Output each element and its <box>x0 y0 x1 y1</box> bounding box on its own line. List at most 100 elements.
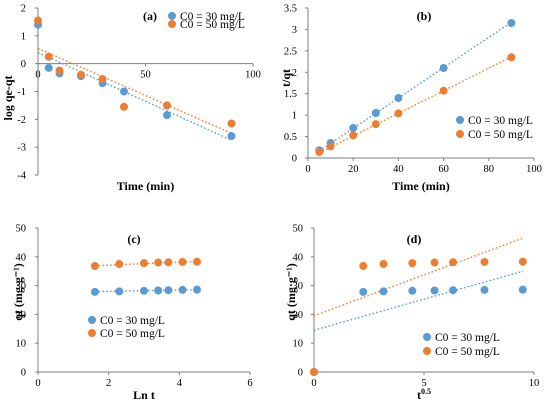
legend-entry: C0 = 30 mg/L <box>435 332 500 344</box>
data-point <box>193 285 201 294</box>
legend-marker <box>456 116 464 124</box>
data-point <box>193 257 201 266</box>
data-point <box>178 257 187 266</box>
x-axis-label: Ln t <box>133 388 155 402</box>
data-point <box>90 287 99 296</box>
data-point <box>115 260 124 268</box>
data-point <box>178 285 187 294</box>
x-tick-label: 0 <box>311 378 316 389</box>
panel-label: (a) <box>143 9 157 23</box>
data-point <box>480 257 489 266</box>
data-point <box>449 258 458 267</box>
y-axis-label: log qe-qt <box>1 75 15 120</box>
y-tick-label: 10 <box>293 339 304 350</box>
data-point <box>408 259 417 268</box>
x-tick-label: 80 <box>484 164 495 175</box>
legend-entry: C0 = 50 mg/L <box>180 19 245 31</box>
y-tick-label: 40 <box>293 252 304 263</box>
legend-entry: C0 = 50 mg/L <box>435 346 500 358</box>
x-tick-label: 10 <box>529 378 540 389</box>
x-tick-label: 100 <box>245 70 261 81</box>
chart-panel-1: -4 -3 -2 -1 0 1 2 0 50 100 Time (min) log qe-qt (a) C… <box>1 4 261 194</box>
data-point <box>408 286 417 295</box>
data-point <box>44 52 53 61</box>
y-tick-label: 2 <box>292 68 297 79</box>
data-point <box>115 287 124 296</box>
y-axis-label: t/qt <box>279 69 293 87</box>
y-tick-label: 2 <box>21 4 26 15</box>
y-tick-label: 1 <box>292 111 297 122</box>
chart-panel-3: 0 10 20 30 40 50 0 2 4 6 Ln t qt (mg·g⁻¹) (c) C0 = 30… <box>11 224 253 403</box>
x-tick-label: 5 <box>421 378 426 389</box>
x-axis-label-superscript: 0.5 <box>421 387 431 396</box>
y-tick-label: 2.5 <box>284 46 297 57</box>
y-tick-label: 40 <box>16 252 27 263</box>
data-point <box>140 286 148 295</box>
y-tick-label: 0 <box>21 59 26 70</box>
trendline-series-1 <box>313 270 524 331</box>
panel-label: (d) <box>407 232 422 246</box>
x-tick-label: 2 <box>106 378 111 389</box>
panel-label: (b) <box>417 9 432 23</box>
legend-entry: C0 = 50 mg/L <box>468 129 533 141</box>
y-tick-label: 1 <box>21 31 26 42</box>
y-tick-label: 20 <box>293 310 304 321</box>
data-point <box>34 16 42 25</box>
y-tick-label: 1.5 <box>284 89 297 100</box>
data-point <box>315 148 324 156</box>
x-tick-label: 60 <box>438 164 449 175</box>
data-point <box>379 260 388 268</box>
data-point <box>164 286 173 295</box>
data-point <box>154 258 163 267</box>
data-point <box>163 101 171 110</box>
legend-marker <box>88 316 96 324</box>
x-tick-label: 6 <box>247 378 252 389</box>
data-point <box>55 66 64 75</box>
y-tick-label: 10 <box>16 339 27 350</box>
y-tick-label: 0 <box>21 368 26 379</box>
data-point <box>439 86 448 95</box>
legend-entry: C0 = 30 mg/L <box>100 315 165 327</box>
data-point <box>430 286 439 295</box>
data-point <box>371 109 380 117</box>
y-tick-label: 0.5 <box>284 132 297 143</box>
y-tick-label: 3.5 <box>284 4 297 15</box>
x-tick-label: 50 <box>140 70 151 81</box>
data-point <box>439 64 448 72</box>
data-point <box>394 94 403 102</box>
legend-marker <box>423 347 431 355</box>
y-tick-label: 30 <box>293 281 304 292</box>
data-point <box>449 286 458 295</box>
x-tick-label: 40 <box>393 164 404 175</box>
y-axis-label: qt (mg·g⁻¹) <box>11 263 25 321</box>
y-tick-label: 50 <box>16 224 27 235</box>
data-point <box>77 70 85 79</box>
y-tick-label: 30 <box>16 281 27 292</box>
data-point <box>98 74 107 83</box>
data-point <box>394 109 403 118</box>
y-tick-label: 3 <box>292 25 297 36</box>
data-point <box>359 262 368 271</box>
data-point <box>90 262 99 271</box>
x-tick-label: 4 <box>177 378 183 389</box>
x-tick-label: 20 <box>348 164 359 175</box>
x-tick-label: 0 <box>305 164 310 175</box>
data-point <box>326 142 335 151</box>
data-point <box>227 132 236 141</box>
data-point <box>349 131 358 140</box>
trendline-series-1 <box>37 51 232 141</box>
legend-entry: C0 = 50 mg/L <box>100 328 165 340</box>
data-point <box>140 259 148 268</box>
data-point <box>507 19 516 27</box>
y-axis-label: qt (mg·g⁻¹) <box>284 263 298 321</box>
data-point <box>518 285 527 294</box>
x-tick-label: 0 <box>35 70 40 81</box>
y-tick-label: -1 <box>17 87 26 98</box>
y-tick-label: 0 <box>292 154 297 165</box>
legend-marker <box>88 329 96 337</box>
data-point <box>120 102 128 111</box>
trendline-series-2 <box>313 237 524 317</box>
data-point <box>163 111 171 120</box>
data-point <box>349 124 358 132</box>
trendline-series-2 <box>37 47 232 134</box>
